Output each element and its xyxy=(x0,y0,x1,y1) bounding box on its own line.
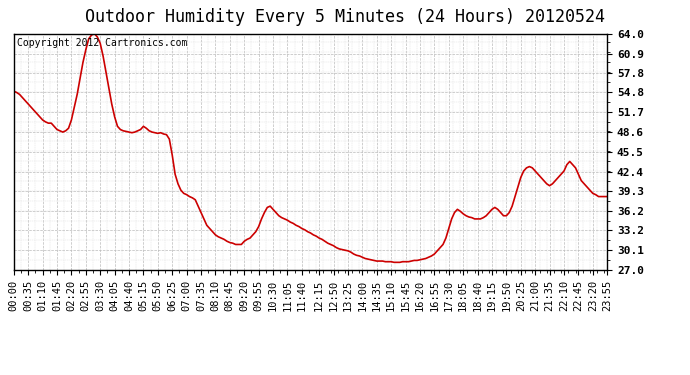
Text: Outdoor Humidity Every 5 Minutes (24 Hours) 20120524: Outdoor Humidity Every 5 Minutes (24 Hou… xyxy=(85,8,605,26)
Text: Copyright 2012 Cartronics.com: Copyright 2012 Cartronics.com xyxy=(17,39,187,48)
